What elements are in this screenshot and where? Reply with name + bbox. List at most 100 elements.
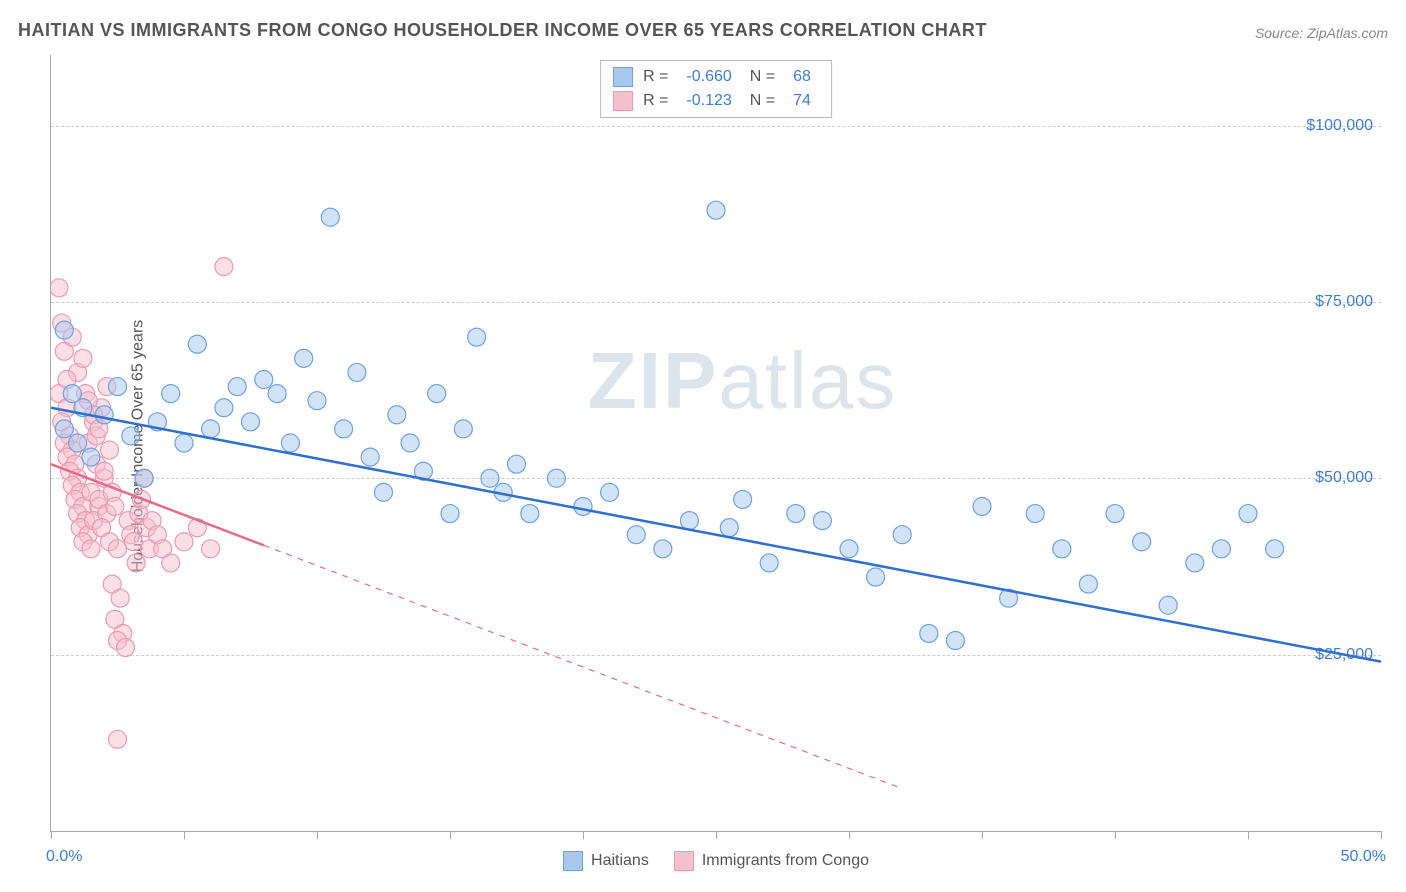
swatch-congo xyxy=(613,91,633,111)
data-point xyxy=(202,420,220,438)
data-point xyxy=(109,730,127,748)
swatch-haitians xyxy=(613,67,633,87)
x-tick xyxy=(583,831,584,839)
x-tick xyxy=(1248,831,1249,839)
n-value-congo: 74 xyxy=(793,92,811,110)
data-point xyxy=(109,378,127,396)
data-point xyxy=(920,624,938,642)
data-point xyxy=(242,413,260,431)
data-point xyxy=(255,371,273,389)
data-point xyxy=(109,540,127,558)
x-tick xyxy=(184,831,185,839)
data-point xyxy=(627,526,645,544)
x-tick xyxy=(317,831,318,839)
data-point xyxy=(74,349,92,367)
data-point xyxy=(228,378,246,396)
legend-swatch-congo xyxy=(674,851,694,871)
data-point xyxy=(175,434,193,452)
x-axis-max-label: 50.0% xyxy=(1341,848,1386,866)
data-point xyxy=(106,497,124,515)
bottom-legend: Haitians Immigrants from Congo xyxy=(563,851,869,871)
data-point xyxy=(127,554,145,572)
data-point xyxy=(1186,554,1204,572)
data-point xyxy=(101,441,119,459)
stats-row-congo: R = -0.123 N = 74 xyxy=(613,89,819,113)
data-point xyxy=(1079,575,1097,593)
data-point xyxy=(388,406,406,424)
data-point xyxy=(1212,540,1230,558)
data-point xyxy=(428,385,446,403)
legend-swatch-haitians xyxy=(563,851,583,871)
data-point xyxy=(1159,596,1177,614)
stats-legend-box: R = -0.660 N = 68 R = -0.123 N = 74 xyxy=(600,60,832,118)
data-point xyxy=(375,483,393,501)
r-value-haitians: -0.660 xyxy=(686,68,731,86)
data-point xyxy=(202,540,220,558)
data-point xyxy=(973,497,991,515)
x-tick xyxy=(849,831,850,839)
data-point xyxy=(51,279,68,297)
scatter-plot-svg xyxy=(51,55,1381,831)
data-point xyxy=(707,201,725,219)
data-point xyxy=(308,392,326,410)
data-point xyxy=(95,462,113,480)
data-point xyxy=(1133,533,1151,551)
legend-item-congo: Immigrants from Congo xyxy=(674,851,869,871)
data-point xyxy=(547,469,565,487)
data-point xyxy=(162,554,180,572)
r-value-congo: -0.123 xyxy=(686,92,731,110)
data-point xyxy=(188,335,206,353)
data-point xyxy=(946,632,964,650)
data-point xyxy=(734,490,752,508)
chart-title: HAITIAN VS IMMIGRANTS FROM CONGO HOUSEHO… xyxy=(18,20,987,41)
data-point xyxy=(680,512,698,530)
data-point xyxy=(508,455,526,473)
legend-label-congo: Immigrants from Congo xyxy=(702,852,869,870)
data-point xyxy=(55,321,73,339)
x-tick xyxy=(450,831,451,839)
data-point xyxy=(787,505,805,523)
data-point xyxy=(654,540,672,558)
data-point xyxy=(111,589,129,607)
data-point xyxy=(348,363,366,381)
data-point xyxy=(893,526,911,544)
n-value-haitians: 68 xyxy=(793,68,811,86)
data-point xyxy=(82,448,100,466)
data-point xyxy=(401,434,419,452)
x-tick xyxy=(982,831,983,839)
data-point xyxy=(69,434,87,452)
data-point xyxy=(1106,505,1124,523)
data-point xyxy=(82,540,100,558)
data-point xyxy=(1053,540,1071,558)
data-point xyxy=(215,258,233,276)
data-point xyxy=(1026,505,1044,523)
data-point xyxy=(116,639,134,657)
data-point xyxy=(321,208,339,226)
data-point xyxy=(468,328,486,346)
legend-item-haitians: Haitians xyxy=(563,851,649,871)
trend-line xyxy=(51,408,1381,662)
x-tick xyxy=(716,831,717,839)
data-point xyxy=(162,385,180,403)
stats-row-haitians: R = -0.660 N = 68 xyxy=(613,65,819,89)
data-point xyxy=(574,497,592,515)
x-axis-min-label: 0.0% xyxy=(46,848,82,866)
x-tick xyxy=(1381,831,1382,839)
x-tick xyxy=(1115,831,1116,839)
data-point xyxy=(760,554,778,572)
data-point xyxy=(335,420,353,438)
chart-container: HAITIAN VS IMMIGRANTS FROM CONGO HOUSEHO… xyxy=(0,0,1406,892)
plot-area: ZIPatlas R = -0.660 N = 68 R = -0.123 N … xyxy=(50,55,1381,832)
x-tick xyxy=(51,831,52,839)
data-point xyxy=(281,434,299,452)
data-point xyxy=(481,469,499,487)
data-point xyxy=(135,469,153,487)
data-point xyxy=(122,427,140,445)
data-point xyxy=(124,533,142,551)
data-point xyxy=(55,420,73,438)
data-point xyxy=(813,512,831,530)
data-point xyxy=(720,519,738,537)
data-point xyxy=(521,505,539,523)
data-point xyxy=(601,483,619,501)
data-point xyxy=(215,399,233,417)
